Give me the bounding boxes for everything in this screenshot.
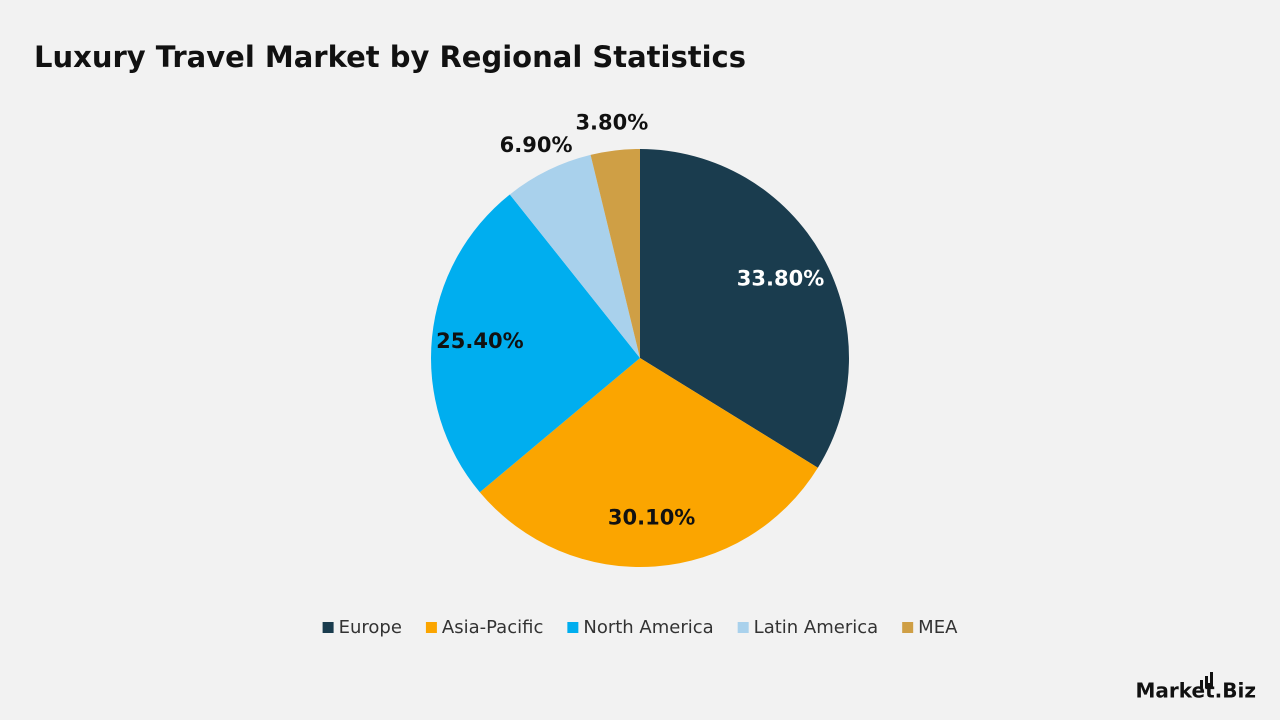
- legend-label: Asia-Pacific: [442, 617, 543, 638]
- chart-title: Luxury Travel Market by Regional Statist…: [34, 40, 746, 74]
- legend-swatch: [737, 622, 749, 633]
- data-label: 3.80%: [575, 111, 648, 135]
- data-label: 30.10%: [608, 506, 695, 530]
- legend-label: Latin America: [754, 617, 879, 638]
- data-label: 6.90%: [500, 133, 573, 157]
- pie-slice: [430, 194, 640, 493]
- pie-slice: [590, 149, 640, 358]
- legend-label: Europe: [339, 617, 402, 638]
- pie-slice: [479, 358, 818, 568]
- legend-swatch: [425, 622, 437, 633]
- data-label: 25.40%: [436, 329, 523, 353]
- logo-bar: [1205, 676, 1208, 688]
- legend-swatch: [322, 622, 334, 633]
- pie-slice: [509, 154, 640, 358]
- legend: Europe Asia-Pacific North America Latin Ame…: [322, 617, 958, 638]
- data-label: 33.80%: [737, 267, 824, 291]
- legend-label: North America: [583, 617, 713, 638]
- pie-slice: [640, 149, 849, 468]
- logo-bar: [1210, 672, 1213, 688]
- legend-label: MEA: [918, 617, 958, 638]
- logo-bar: [1200, 680, 1203, 688]
- logo-text: Market.Biz: [1136, 679, 1257, 703]
- logo: Market.Biz: [1136, 672, 1257, 703]
- legend-swatch: [567, 622, 579, 633]
- legend-swatch: [902, 622, 914, 633]
